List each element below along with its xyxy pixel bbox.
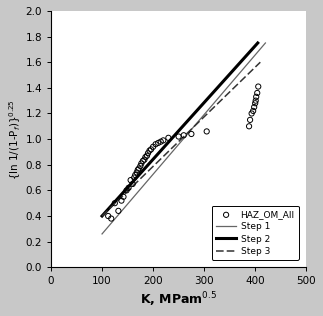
HAZ_OM_All <box>121 194 126 199</box>
HAZ_OM_All <box>249 111 254 116</box>
HAZ_OM_All <box>143 155 148 160</box>
Y-axis label: {ln 1/(1-P$_f$)}$^{0.25}$: {ln 1/(1-P$_f$)}$^{0.25}$ <box>7 99 23 179</box>
X-axis label: K, MPam$^{0.5}$: K, MPam$^{0.5}$ <box>140 290 217 309</box>
HAZ_OM_All <box>254 94 259 99</box>
HAZ_OM_All <box>253 101 258 106</box>
HAZ_OM_All <box>255 90 260 95</box>
Legend: HAZ_OM_All, Step 1, Step 2, Step 3: HAZ_OM_All, Step 1, Step 2, Step 3 <box>212 206 299 260</box>
HAZ_OM_All <box>128 178 133 183</box>
HAZ_OM_All <box>156 140 161 145</box>
HAZ_OM_All <box>204 129 209 134</box>
HAZ_OM_All <box>112 201 117 206</box>
HAZ_OM_All <box>181 133 186 138</box>
HAZ_OM_All <box>116 208 121 213</box>
HAZ_OM_All <box>136 166 141 171</box>
HAZ_OM_All <box>161 138 166 143</box>
HAZ_OM_All <box>135 167 141 173</box>
Step 3 <box>100 214 104 218</box>
HAZ_OM_All <box>139 161 144 166</box>
HAZ_OM_All <box>252 105 257 110</box>
HAZ_OM_All <box>124 188 129 193</box>
HAZ_OM_All <box>189 131 194 137</box>
Line: Step 3: Step 3 <box>102 62 260 216</box>
HAZ_OM_All <box>140 158 145 163</box>
HAZ_OM_All <box>149 147 154 152</box>
HAZ_OM_All <box>126 185 131 190</box>
HAZ_OM_All <box>144 153 150 158</box>
Step 2 <box>256 41 260 45</box>
Step 1 <box>100 232 104 236</box>
Step 2 <box>100 214 104 218</box>
HAZ_OM_All <box>153 142 158 147</box>
HAZ_OM_All <box>145 151 151 156</box>
HAZ_OM_All <box>247 117 253 122</box>
HAZ_OM_All <box>158 139 163 144</box>
HAZ_OM_All <box>131 175 137 180</box>
HAZ_OM_All <box>246 124 252 129</box>
HAZ_OM_All <box>142 157 147 162</box>
HAZ_OM_All <box>176 134 181 139</box>
HAZ_OM_All <box>133 173 138 178</box>
HAZ_OM_All <box>130 181 135 186</box>
HAZ_OM_All <box>138 163 143 168</box>
HAZ_OM_All <box>109 216 114 221</box>
Step 3 <box>258 60 262 64</box>
Step 1 <box>264 41 267 45</box>
Line: Step 1: Step 1 <box>102 43 266 234</box>
HAZ_OM_All <box>106 214 111 219</box>
HAZ_OM_All <box>251 108 256 113</box>
HAZ_OM_All <box>151 144 156 149</box>
HAZ_OM_All <box>166 135 171 140</box>
HAZ_OM_All <box>253 98 258 103</box>
HAZ_OM_All <box>119 198 124 203</box>
Line: Step 2: Step 2 <box>102 43 258 216</box>
HAZ_OM_All <box>147 148 152 153</box>
HAZ_OM_All <box>256 84 261 89</box>
HAZ_OM_All <box>134 170 139 175</box>
